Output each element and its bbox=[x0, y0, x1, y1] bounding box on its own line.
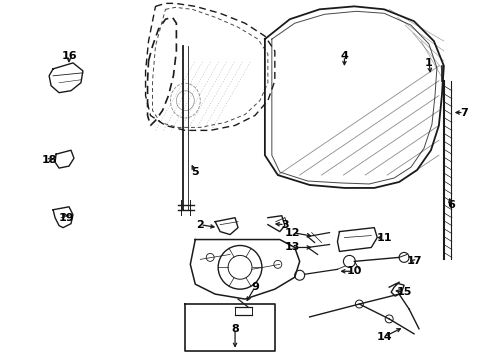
Text: 17: 17 bbox=[406, 256, 422, 266]
Text: 2: 2 bbox=[196, 220, 204, 230]
Text: 16: 16 bbox=[61, 51, 77, 61]
Circle shape bbox=[355, 300, 363, 308]
Text: 13: 13 bbox=[285, 243, 300, 252]
Text: 11: 11 bbox=[376, 233, 392, 243]
Text: 4: 4 bbox=[341, 51, 348, 61]
Text: 8: 8 bbox=[231, 324, 239, 334]
Text: 6: 6 bbox=[447, 200, 455, 210]
Text: 18: 18 bbox=[41, 155, 57, 165]
Circle shape bbox=[385, 315, 393, 323]
Text: 10: 10 bbox=[347, 266, 362, 276]
Text: 15: 15 bbox=[396, 287, 412, 297]
Text: 19: 19 bbox=[58, 213, 74, 223]
Text: 3: 3 bbox=[281, 220, 289, 230]
Text: 12: 12 bbox=[285, 228, 300, 238]
Text: 1: 1 bbox=[425, 58, 433, 68]
Text: 14: 14 bbox=[376, 332, 392, 342]
Text: 5: 5 bbox=[192, 167, 199, 177]
Text: 9: 9 bbox=[251, 282, 259, 292]
Text: 7: 7 bbox=[460, 108, 467, 117]
